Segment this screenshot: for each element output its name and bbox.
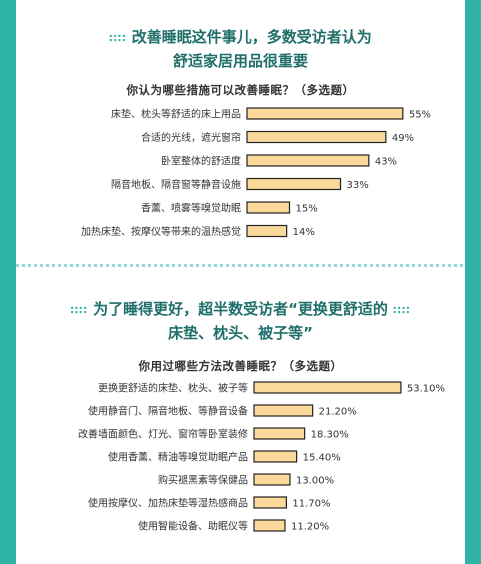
bar <box>246 177 342 191</box>
category-label: 使用按摩仪、加热床垫等湿热感商品 <box>88 497 248 510</box>
category-label: 床垫、枕头等舒适的床上用品 <box>111 108 241 121</box>
value-label: 55% <box>409 110 431 121</box>
value-label: 53.10% <box>407 384 445 395</box>
section2-headline-line2: 床垫、枕头、被子等” <box>168 324 313 342</box>
category-label: 合适的光线，遮光窗帘 <box>141 131 241 144</box>
bar <box>253 450 298 463</box>
section2-headline: ∷∷ 为了睡得更好，超半数受访者“更换更舒适的 ∷∷ 床垫、枕头、被子等” <box>16 298 465 344</box>
dots-decoration-left: ∷∷ <box>109 32 127 45</box>
value-label: 13.00% <box>296 476 334 487</box>
value-label: 18.30% <box>311 430 349 441</box>
category-label: 加热床垫、按摩仪等带来的温热感觉 <box>81 225 241 238</box>
infographic-panel: ∷∷ 改善睡眠这件事儿，多数受访者认为 舒适家居用品很重要 你认为哪些措施可以改… <box>16 0 465 564</box>
value-label: 15.40% <box>303 453 341 464</box>
section2-headline-line1: 为了睡得更好，超半数受访者“更换更舒适的 <box>93 300 388 318</box>
bar <box>246 130 387 144</box>
bar <box>253 404 314 417</box>
category-label: 卧室整体的舒适度 <box>161 155 241 168</box>
dots-decoration-right: ∷∷ <box>393 304 411 317</box>
bar <box>246 224 288 238</box>
bar <box>253 496 287 509</box>
chart2-title: 你用过哪些方法改善睡眠？（多选题） <box>138 359 343 373</box>
category-label: 购买褪黑素等保健品 <box>158 474 248 487</box>
category-label: 使用智能设备、助眠仪等 <box>138 520 248 533</box>
category-label: 使用静音门、隔音地板、等静音设备 <box>88 405 248 418</box>
category-label: 更换更舒适的床垫、枕头、被子等 <box>98 382 248 395</box>
section-divider <box>16 264 465 267</box>
value-label: 33% <box>347 180 369 191</box>
value-label: 21.20% <box>319 407 357 418</box>
value-label: 11.20% <box>291 522 329 533</box>
chart1-title: 你认为哪些措施可以改善睡眠？（多选题） <box>126 83 355 97</box>
bar <box>246 107 404 120</box>
bar <box>253 473 291 486</box>
bar <box>246 201 291 214</box>
category-label: 香薰、喷雾等嗅觉助眠 <box>141 202 241 215</box>
section1-headline-line2: 舒适家居用品很重要 <box>172 52 308 70</box>
bar <box>253 427 306 440</box>
category-label: 改善墙面颜色、灯光、窗帘等卧室装修 <box>78 428 248 441</box>
chart2-bars: 更换更舒适的床垫、枕头、被子等 53.10% 使用静音门、隔音地板、等静音设备 21.… <box>78 381 445 533</box>
section1-headline: ∷∷ 改善睡眠这件事儿，多数受访者认为 舒适家居用品很重要 <box>16 26 465 72</box>
bar <box>253 519 286 532</box>
value-label: 15% <box>296 204 318 215</box>
bar <box>246 154 370 167</box>
category-label: 隔音地板、隔音窗等静音设施 <box>111 178 241 191</box>
chart1-bars: 床垫、枕头等舒适的床上用品 55% 合适的光线，遮光窗帘 49% 卧室整体的舒适度 43%… <box>81 107 431 238</box>
value-label: 14% <box>293 227 315 238</box>
category-label: 使用香薰、精油等嗅觉助眠产品 <box>108 451 248 464</box>
bar <box>253 381 402 394</box>
value-label: 11.70% <box>292 499 330 510</box>
section1-headline-line1: 改善睡眠这件事儿，多数受访者认为 <box>131 28 372 46</box>
dots-decoration-left: ∷∷ <box>70 304 88 317</box>
value-label: 49% <box>392 133 414 144</box>
value-label: 43% <box>375 157 397 168</box>
